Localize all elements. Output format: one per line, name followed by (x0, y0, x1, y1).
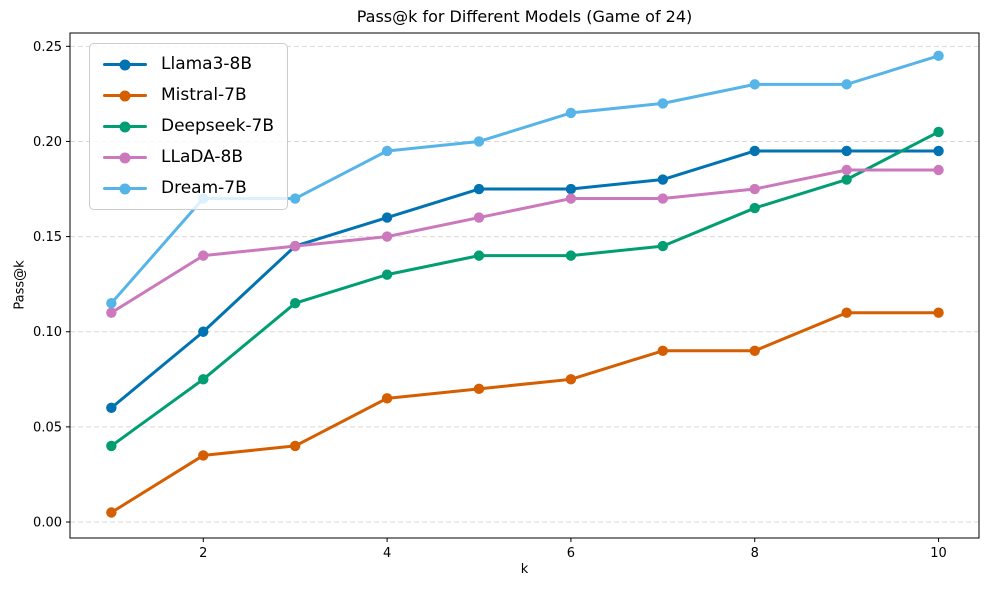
data-point-dream-7b (106, 297, 117, 309)
data-point-deepseek-7b (473, 250, 485, 261)
data-point-llada-8b (381, 231, 393, 242)
legend-label: Mistral-7B (161, 85, 247, 106)
series-line-llada-8b (109, 168, 941, 315)
data-point-llada-8b (106, 307, 117, 318)
legend-label: LLaDA-8B (161, 147, 244, 168)
data-point-llama3-8b (933, 145, 944, 157)
y-tick-label: 0.15 (33, 230, 62, 245)
x-tick-label: 10 (930, 546, 947, 561)
data-point-llada-8b (198, 250, 209, 261)
data-point-dream-7b (657, 98, 669, 109)
data-point-llama3-8b (841, 145, 852, 157)
data-point-dream-7b (933, 50, 944, 62)
data-point-llama3-8b (473, 183, 485, 195)
data-point-mistral-7b (198, 450, 209, 461)
series-line-llama3-8b (109, 149, 941, 410)
legend-item-llama3-8b: Llama3-8B (103, 53, 274, 76)
legend-item-llada-8b: LLaDA-8B (103, 146, 274, 169)
data-point-deepseek-7b (841, 174, 852, 185)
legend-marker-icon (119, 152, 131, 163)
x-axis-label: k (520, 562, 529, 577)
data-point-mistral-7b (657, 345, 669, 356)
legend-marker-icon (119, 121, 131, 132)
legend-marker-icon (119, 59, 131, 70)
data-point-mistral-7b (565, 374, 577, 385)
data-point-mistral-7b (381, 393, 393, 404)
y-tick-label: 0.10 (33, 325, 62, 340)
data-point-deepseek-7b (657, 240, 669, 252)
legend-line-icon (103, 90, 147, 101)
legend-label: Dream-7B (161, 178, 247, 199)
data-point-dream-7b (473, 136, 485, 147)
data-point-mistral-7b (841, 307, 852, 318)
x-tick-label: 6 (567, 546, 575, 561)
data-point-llada-8b (657, 193, 669, 204)
data-point-llada-8b (749, 183, 760, 195)
data-point-mistral-7b (933, 307, 944, 318)
data-point-deepseek-7b (749, 202, 760, 214)
data-point-llama3-8b (749, 145, 760, 157)
legend-marker-icon (119, 90, 131, 101)
legend-label: Deepseek-7B (161, 116, 275, 137)
chart-title: Pass@k for Different Models (Game of 24) (356, 7, 693, 26)
data-point-llada-8b (841, 164, 852, 176)
data-point-llada-8b (933, 164, 944, 176)
x-tick-label: 4 (383, 546, 391, 561)
legend-line-icon (103, 59, 147, 70)
data-point-llada-8b (565, 193, 577, 204)
data-point-llada-8b (289, 240, 301, 252)
legend-line-icon (103, 183, 147, 194)
data-point-llama3-8b (565, 183, 577, 195)
data-point-dream-7b (565, 107, 577, 119)
x-tick-label: 8 (751, 546, 759, 561)
data-point-deepseek-7b (381, 269, 393, 280)
legend-item-deepseek-7b: Deepseek-7B (103, 115, 274, 138)
y-axis-label: Pass@k (12, 260, 28, 310)
legend: Llama3-8B Mistral-7B Deepseek-7B LLaDA-8B Dr… (89, 43, 289, 210)
data-point-mistral-7b (289, 440, 301, 452)
data-point-llama3-8b (381, 212, 393, 223)
data-point-deepseek-7b (565, 250, 577, 261)
x-tick-label: 2 (199, 546, 207, 561)
data-point-llama3-8b (198, 326, 209, 337)
data-point-dream-7b (289, 193, 301, 204)
data-point-deepseek-7b (933, 126, 944, 138)
data-point-deepseek-7b (106, 440, 117, 452)
legend-item-mistral-7b: Mistral-7B (103, 84, 274, 107)
legend-item-dream-7b: Dream-7B (103, 177, 274, 200)
series-line-deepseek-7b (109, 130, 941, 448)
data-point-llama3-8b (106, 402, 117, 414)
data-point-dream-7b (381, 145, 393, 157)
legend-line-icon (103, 152, 147, 163)
legend-marker-icon (119, 183, 131, 194)
data-point-deepseek-7b (198, 374, 209, 385)
data-point-dream-7b (841, 79, 852, 90)
data-point-mistral-7b (106, 507, 117, 518)
legend-line-icon (103, 121, 147, 132)
y-tick-label: 0.05 (33, 420, 62, 435)
y-tick-label: 0.00 (33, 516, 62, 531)
data-point-mistral-7b (749, 345, 760, 356)
data-point-dream-7b (749, 79, 760, 90)
series-line-mistral-7b (109, 311, 941, 515)
y-tick-label: 0.20 (33, 135, 62, 150)
data-point-deepseek-7b (289, 297, 301, 309)
data-point-llada-8b (473, 212, 485, 223)
data-point-llama3-8b (657, 174, 669, 185)
data-point-mistral-7b (473, 383, 485, 395)
axes-spines (69, 32, 980, 539)
y-tick-label: 0.25 (33, 40, 62, 55)
legend-label: Llama3-8B (161, 54, 253, 75)
